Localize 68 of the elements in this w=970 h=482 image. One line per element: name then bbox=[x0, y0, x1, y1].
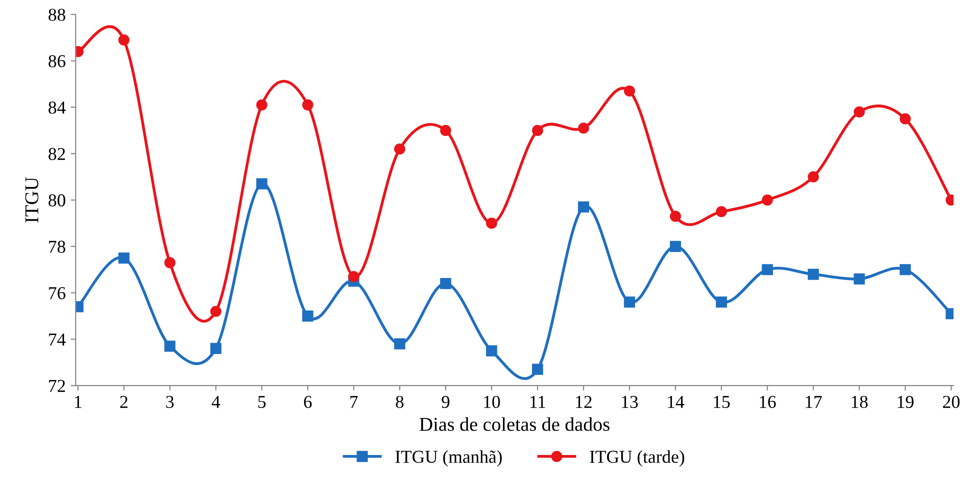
y-tick-label: 82 bbox=[48, 148, 65, 160]
point bbox=[854, 273, 865, 284]
point bbox=[486, 218, 498, 229]
point bbox=[394, 338, 406, 350]
point bbox=[348, 271, 360, 282]
x-tick-label: 19 bbox=[898, 396, 914, 408]
point bbox=[578, 201, 590, 213]
point bbox=[164, 340, 176, 352]
legend-label: ITGU (manhã) bbox=[395, 450, 502, 467]
point bbox=[118, 252, 130, 264]
legend-label: ITGU (tarde) bbox=[590, 450, 684, 467]
point bbox=[762, 264, 773, 276]
x-tick-label: 13 bbox=[622, 396, 638, 408]
x-tick-label: 15 bbox=[714, 396, 730, 408]
point bbox=[808, 171, 819, 182]
x-tick-label: 12 bbox=[576, 396, 592, 408]
x-tick-label: 16 bbox=[760, 396, 776, 408]
y-tick-label: 74 bbox=[49, 334, 66, 346]
x-tick-label: 4 bbox=[212, 396, 220, 408]
x-tick-label: 1 bbox=[75, 396, 82, 408]
point bbox=[302, 99, 314, 110]
point bbox=[762, 194, 773, 206]
y-tick-label: 78 bbox=[49, 240, 66, 253]
point bbox=[716, 296, 727, 308]
point bbox=[256, 178, 268, 190]
x-tick-label: 6 bbox=[304, 396, 312, 408]
point bbox=[900, 113, 911, 124]
point bbox=[164, 257, 176, 268]
point bbox=[716, 206, 727, 218]
point bbox=[578, 122, 590, 134]
point bbox=[808, 268, 819, 280]
x-tick-label: 10 bbox=[484, 396, 500, 408]
point bbox=[440, 124, 452, 136]
point bbox=[394, 143, 406, 155]
point bbox=[210, 306, 222, 317]
y-tick-label: 80 bbox=[48, 194, 66, 206]
y-tick-label: 76 bbox=[49, 287, 66, 300]
point bbox=[532, 364, 544, 375]
point bbox=[256, 99, 268, 110]
y-tick-label: 88 bbox=[48, 8, 66, 21]
x-tick-label: 17 bbox=[806, 396, 822, 408]
x-tick-label: 5 bbox=[258, 396, 266, 408]
point bbox=[486, 345, 498, 356]
x-tick-label: 2 bbox=[120, 396, 128, 408]
point bbox=[624, 296, 636, 308]
point bbox=[854, 106, 865, 118]
y-axis-title: ITGU bbox=[25, 177, 38, 223]
x-tick-label: 7 bbox=[350, 396, 358, 408]
x-tick-label: 9 bbox=[442, 396, 450, 408]
x-axis-title: Dias de coletas de dados bbox=[420, 417, 610, 431]
x-tick-label: 20 bbox=[942, 396, 960, 408]
x-tick-label: 8 bbox=[396, 396, 404, 408]
point bbox=[670, 240, 682, 252]
y-tick-label: 86 bbox=[48, 55, 66, 68]
x-tick-label: 14 bbox=[668, 396, 684, 408]
point bbox=[302, 310, 314, 322]
point bbox=[624, 85, 636, 97]
x-tick-label: 11 bbox=[530, 396, 546, 408]
point bbox=[900, 264, 911, 276]
x-tick-label: 3 bbox=[166, 396, 174, 408]
point bbox=[118, 34, 130, 46]
point bbox=[670, 210, 682, 222]
y-tick-label: 72 bbox=[49, 380, 65, 392]
point bbox=[210, 342, 222, 354]
x-tick-label: 18 bbox=[852, 396, 868, 408]
point bbox=[440, 278, 452, 290]
point bbox=[532, 124, 544, 136]
y-tick-label: 84 bbox=[48, 102, 66, 114]
